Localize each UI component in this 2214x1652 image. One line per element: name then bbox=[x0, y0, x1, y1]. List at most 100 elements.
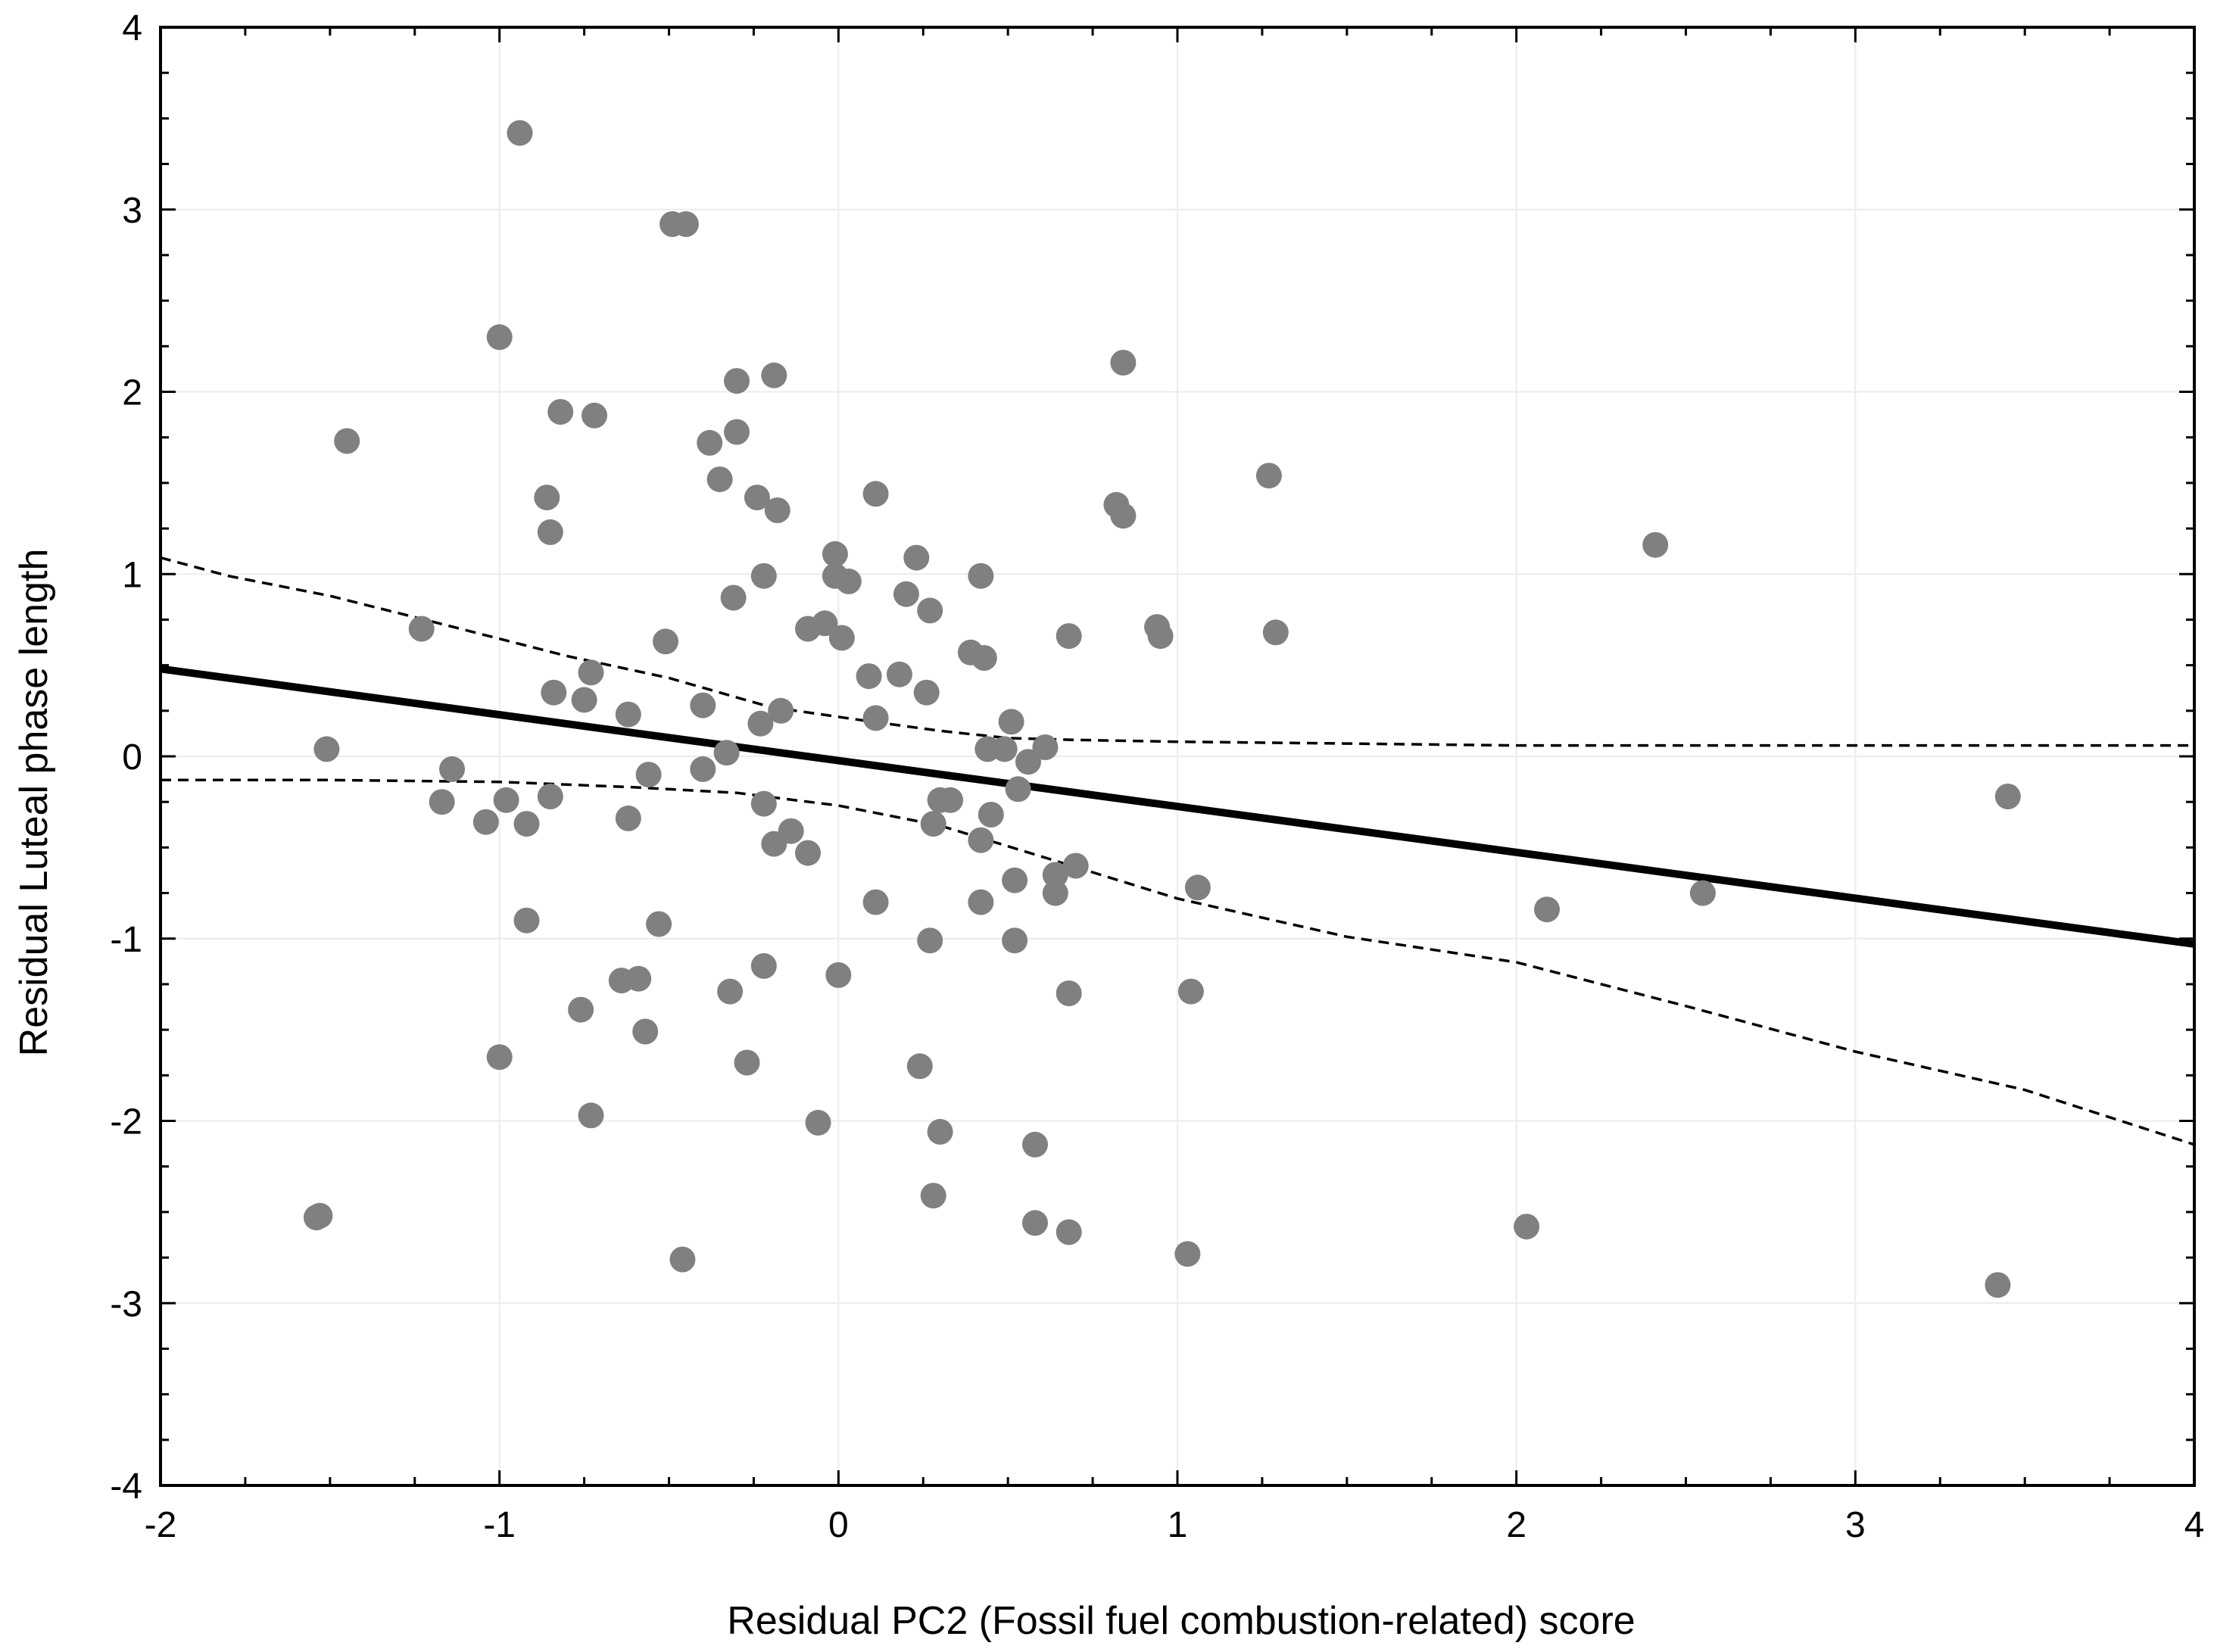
data-point bbox=[537, 784, 563, 809]
data-point bbox=[672, 211, 699, 237]
data-point bbox=[1255, 463, 1282, 489]
data-point bbox=[724, 419, 750, 445]
data-point bbox=[795, 840, 821, 866]
data-point bbox=[978, 802, 1004, 828]
data-point bbox=[1262, 619, 1289, 646]
x-tick-label: 4 bbox=[2184, 1505, 2205, 1545]
data-point bbox=[747, 710, 774, 737]
data-point bbox=[1177, 978, 1204, 1005]
x-tick-label: -2 bbox=[145, 1505, 177, 1545]
data-point bbox=[991, 736, 1018, 762]
data-point bbox=[1056, 980, 1082, 1006]
confidence-band bbox=[160, 556, 2195, 1146]
y-tick-label: 3 bbox=[122, 191, 142, 231]
data-point bbox=[917, 597, 943, 624]
data-point bbox=[713, 740, 740, 766]
x-tick-label: 1 bbox=[1168, 1505, 1188, 1545]
data-point bbox=[750, 563, 777, 589]
data-point bbox=[1514, 1214, 1540, 1240]
data-point bbox=[486, 324, 513, 351]
data-point bbox=[971, 645, 997, 671]
data-point bbox=[534, 485, 560, 511]
data-point bbox=[750, 790, 777, 817]
data-point bbox=[913, 679, 940, 706]
data-point bbox=[761, 362, 787, 388]
x-tick-label: 0 bbox=[828, 1505, 849, 1545]
data-point bbox=[697, 429, 723, 456]
data-point bbox=[920, 1183, 946, 1209]
y-tick-label: 2 bbox=[122, 373, 142, 413]
x-tick-label: 2 bbox=[1506, 1505, 1526, 1545]
data-points bbox=[303, 120, 2021, 1298]
x-tick-label: 3 bbox=[1845, 1505, 1866, 1545]
data-point bbox=[1184, 874, 1211, 901]
data-point bbox=[1985, 1272, 2011, 1298]
confidence-upper-line bbox=[160, 556, 2194, 747]
y-tick-label: 4 bbox=[122, 8, 142, 48]
data-point bbox=[886, 661, 912, 687]
data-point bbox=[439, 756, 465, 782]
data-point bbox=[513, 811, 540, 837]
data-point bbox=[805, 1109, 831, 1136]
grid-lines bbox=[160, 26, 2195, 1486]
data-point bbox=[690, 756, 716, 782]
data-point bbox=[1005, 776, 1031, 803]
regression-line bbox=[160, 665, 2195, 948]
data-point bbox=[1032, 734, 1059, 760]
data-point bbox=[968, 563, 994, 589]
data-point bbox=[1015, 749, 1041, 775]
data-point bbox=[690, 692, 716, 718]
data-point bbox=[906, 1053, 933, 1080]
data-point bbox=[615, 805, 641, 831]
data-point bbox=[937, 787, 964, 813]
data-point bbox=[828, 625, 855, 651]
data-point bbox=[1110, 503, 1137, 529]
data-point bbox=[571, 687, 597, 713]
data-point bbox=[862, 889, 889, 915]
data-point bbox=[1022, 1210, 1048, 1236]
x-axis-title: Residual PC2 (Fossil fuel combustion-rel… bbox=[727, 1599, 1635, 1643]
data-point bbox=[893, 581, 919, 607]
data-point bbox=[1110, 350, 1137, 376]
data-point bbox=[669, 1246, 696, 1273]
y-tick-label: -3 bbox=[110, 1284, 142, 1324]
data-point bbox=[856, 663, 882, 690]
data-point bbox=[724, 368, 750, 394]
data-point bbox=[768, 697, 794, 724]
x-tick-labels: -2 -1 0 1 2 3 4 bbox=[145, 1505, 2205, 1545]
data-point bbox=[635, 762, 662, 788]
data-point bbox=[507, 120, 533, 146]
y-tick-label: 1 bbox=[122, 555, 142, 595]
data-point bbox=[903, 544, 930, 571]
data-point bbox=[1994, 784, 2021, 809]
data-point bbox=[720, 584, 747, 611]
data-point bbox=[1062, 852, 1089, 879]
data-point bbox=[968, 889, 994, 915]
data-point bbox=[568, 996, 594, 1023]
data-point bbox=[615, 701, 641, 728]
data-point bbox=[1147, 623, 1174, 650]
data-point bbox=[313, 736, 340, 762]
confidence-lower-line bbox=[161, 778, 2195, 1146]
data-point bbox=[706, 466, 733, 493]
data-point bbox=[764, 497, 790, 523]
data-point bbox=[541, 679, 567, 706]
data-point bbox=[1002, 867, 1028, 893]
x-tick-label: -1 bbox=[483, 1505, 516, 1545]
data-point bbox=[537, 519, 563, 545]
data-point bbox=[734, 1049, 760, 1076]
data-point bbox=[1056, 623, 1082, 650]
data-point bbox=[835, 568, 862, 594]
data-point bbox=[1174, 1241, 1201, 1267]
data-point bbox=[307, 1202, 333, 1229]
y-tick-label: -4 bbox=[110, 1467, 142, 1507]
y-tick-label: -1 bbox=[110, 920, 142, 960]
data-point bbox=[578, 659, 604, 686]
data-point bbox=[547, 399, 574, 425]
data-point bbox=[582, 402, 607, 429]
y-tick-label: -2 bbox=[110, 1102, 142, 1142]
data-point bbox=[632, 1018, 659, 1045]
data-point bbox=[917, 927, 943, 954]
y-tick-labels: -4 -3 -2 -1 0 1 2 3 4 bbox=[110, 8, 142, 1507]
data-point bbox=[1042, 880, 1068, 906]
